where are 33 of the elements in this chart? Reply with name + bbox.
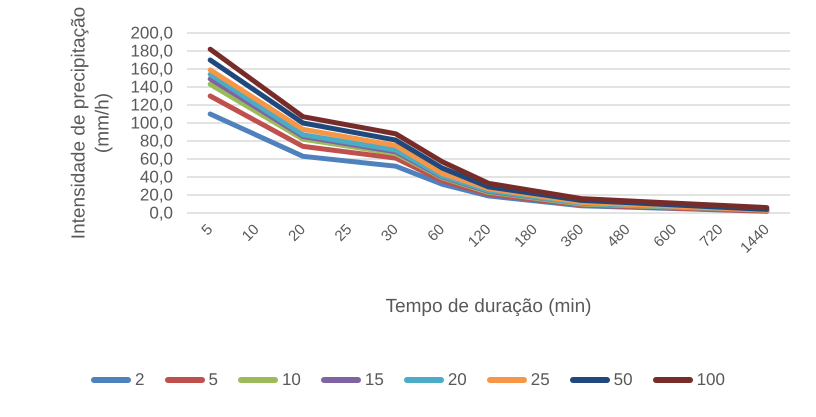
legend-label: 50: [614, 370, 633, 390]
x-tick-label: 720: [696, 220, 726, 251]
y-tick-label: 200,0: [130, 24, 173, 42]
y-tick-label: 180,0: [130, 42, 173, 60]
x-tick-label: 30: [378, 220, 402, 245]
y-tick-label: 40,0: [140, 168, 173, 186]
x-tick-label: 180: [511, 220, 541, 251]
y-axis-title: Intensidade de precipitação (mm/h): [68, 6, 114, 240]
x-tick-label: 20: [285, 220, 309, 245]
legend-label: 2: [135, 370, 144, 390]
y-tick-label: 140,0: [130, 78, 173, 96]
x-tick-label: 10: [238, 220, 263, 245]
x-axis-title: Tempo de duração (min): [386, 296, 592, 317]
y-tick-label: 0,0: [149, 204, 173, 222]
y-tick-label: 160,0: [130, 60, 173, 78]
y-tick-label: 60,0: [140, 150, 173, 168]
x-tick-label: 120: [464, 220, 495, 251]
y-tick-label: 120,0: [130, 96, 173, 114]
legend-label: 10: [282, 370, 301, 390]
y-tick-label: 80,0: [140, 132, 173, 150]
legend-label: 5: [208, 370, 218, 390]
legend-label: 15: [364, 370, 384, 390]
x-tick-label: 60: [424, 220, 448, 245]
x-tick-label: 360: [558, 220, 588, 251]
x-tick-label: 600: [650, 220, 680, 251]
legend-label: 100: [696, 370, 725, 390]
y-tick-label: 100,0: [130, 114, 173, 132]
x-tick-label: 5: [198, 220, 216, 239]
x-tick-label: 480: [604, 220, 634, 251]
legend-label: 20: [448, 370, 467, 390]
x-tick-label: 25: [332, 220, 356, 245]
legend-label: 25: [530, 370, 550, 390]
y-tick-label: 20,0: [140, 186, 173, 204]
